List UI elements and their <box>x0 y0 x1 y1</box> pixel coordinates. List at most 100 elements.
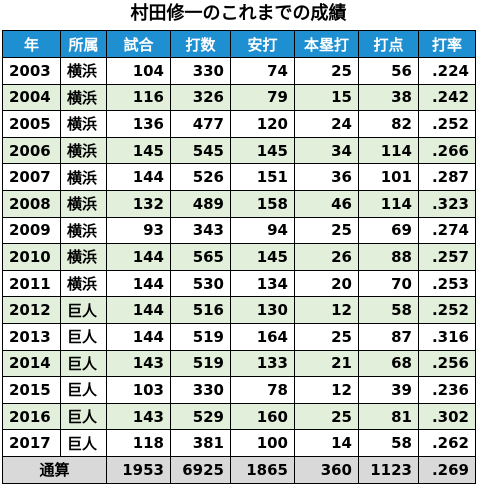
table-row: 2010 横浜 144 565 145 26 88.257 <box>2 243 476 271</box>
cell: 2006 <box>2 136 61 165</box>
cell: 2014 <box>2 349 61 378</box>
cell: 2016 <box>2 402 61 431</box>
cell: 87 <box>358 322 419 351</box>
cell: 巨人 <box>60 322 107 351</box>
cell: 20 <box>294 269 359 298</box>
cell: 70 <box>358 269 419 298</box>
cell: 145 <box>230 243 295 271</box>
total-cell: 1953 <box>106 455 171 484</box>
cell: 118 <box>106 429 171 457</box>
cell: 巨人 <box>60 402 107 431</box>
cell: 93 <box>106 216 171 245</box>
cell: 2017 <box>2 429 61 457</box>
cell: 21 <box>294 349 359 378</box>
cell: 144 <box>106 163 171 191</box>
table-row: 2017 巨人 118 381 100 14 58.262 <box>2 429 476 457</box>
total-cell: .269 <box>418 455 476 484</box>
cell: 34 <box>294 136 359 165</box>
cell: 2009 <box>2 216 61 245</box>
cell: 82 <box>358 110 419 138</box>
table-row: 2004 横浜 116 326 79 15 38.242 <box>2 83 476 112</box>
cell: 104 <box>106 57 171 85</box>
cell: 58 <box>358 296 419 324</box>
cell: 100 <box>230 429 295 457</box>
cell: 526 <box>170 163 231 191</box>
header-row: 年所属 試合 打数 安打 本塁打 打点 打率 <box>2 30 476 58</box>
cell: .262 <box>418 429 476 457</box>
cell: 158 <box>230 189 295 218</box>
cell: 2007 <box>2 163 61 191</box>
cell: 114 <box>358 136 419 165</box>
cell: 横浜 <box>60 163 107 191</box>
total-cell: 1865 <box>230 455 295 484</box>
table-row: 2016 巨人 143 529 160 25 81.302 <box>2 402 476 431</box>
cell: 横浜 <box>60 189 107 218</box>
cell: 25 <box>294 402 359 431</box>
cell: 565 <box>170 243 231 271</box>
cell: 2010 <box>2 243 61 271</box>
total-cell: 1123 <box>358 455 419 484</box>
cell: 26 <box>294 243 359 271</box>
column-header: 打数 <box>170 30 231 58</box>
table-row: 2014 巨人 143 519 133 21 68.256 <box>2 349 476 378</box>
cell: .252 <box>418 296 476 324</box>
table-row: 2003 横浜 104 330 74 25 56.224 <box>2 57 476 85</box>
column-header: 試合 <box>106 30 171 58</box>
cell: 130 <box>230 296 295 324</box>
cell: .256 <box>418 349 476 378</box>
cell: 巨人 <box>60 349 107 378</box>
table-row: 2015 巨人 103 330 78 12 39.236 <box>2 376 476 404</box>
cell: 519 <box>170 322 231 351</box>
table-row: 2005 横浜 136 477 120 24 82.252 <box>2 110 476 138</box>
total-cell: 通算 <box>2 455 107 484</box>
cell: 横浜 <box>60 269 107 298</box>
cell: 74 <box>230 57 295 85</box>
cell: 14 <box>294 429 359 457</box>
cell: 68 <box>358 349 419 378</box>
cell: 2015 <box>2 376 61 404</box>
cell: 46 <box>294 189 359 218</box>
cell: 12 <box>294 376 359 404</box>
cell: 81 <box>358 402 419 431</box>
cell: 2005 <box>2 110 61 138</box>
cell: 160 <box>230 402 295 431</box>
table-row: 2007 横浜 144 526 151 36 101.287 <box>2 163 476 191</box>
cell: 25 <box>294 322 359 351</box>
cell: 巨人 <box>60 296 107 324</box>
cell: 326 <box>170 83 231 112</box>
cell: 69 <box>358 216 419 245</box>
cell: 103 <box>106 376 171 404</box>
cell: 横浜 <box>60 243 107 271</box>
cell: 116 <box>106 83 171 112</box>
cell: 25 <box>294 57 359 85</box>
cell: 516 <box>170 296 231 324</box>
cell: 145 <box>106 136 171 165</box>
table-body: 2003 横浜 104 330 74 25 56.224 2004 横浜 116 326 79 15 38… <box>2 57 476 484</box>
cell: 145 <box>230 136 295 165</box>
total-cell: 6925 <box>170 455 231 484</box>
cell: .266 <box>418 136 476 165</box>
cell: .287 <box>418 163 476 191</box>
table-row: 2008 横浜 132 489 158 46 114.323 <box>2 189 476 218</box>
cell: 88 <box>358 243 419 271</box>
cell: .274 <box>418 216 476 245</box>
cell: 144 <box>106 322 171 351</box>
table-row: 2011 横浜 144 530 134 20 70.253 <box>2 269 476 298</box>
table-row: 2009 横浜 93 343 94 25 69.274 <box>2 216 476 245</box>
cell: 530 <box>170 269 231 298</box>
cell: 164 <box>230 322 295 351</box>
cell: 2004 <box>2 83 61 112</box>
cell: 横浜 <box>60 136 107 165</box>
cell: 144 <box>106 243 171 271</box>
total-row: 通算 1953 6925 1865 360 1123.269 <box>2 455 476 484</box>
column-header: 打点 <box>358 30 419 58</box>
column-header: 打率 <box>418 30 476 58</box>
cell: .252 <box>418 110 476 138</box>
cell: 144 <box>106 296 171 324</box>
cell: 343 <box>170 216 231 245</box>
cell: 120 <box>230 110 295 138</box>
cell: 78 <box>230 376 295 404</box>
cell: .302 <box>418 402 476 431</box>
cell: 2012 <box>2 296 61 324</box>
